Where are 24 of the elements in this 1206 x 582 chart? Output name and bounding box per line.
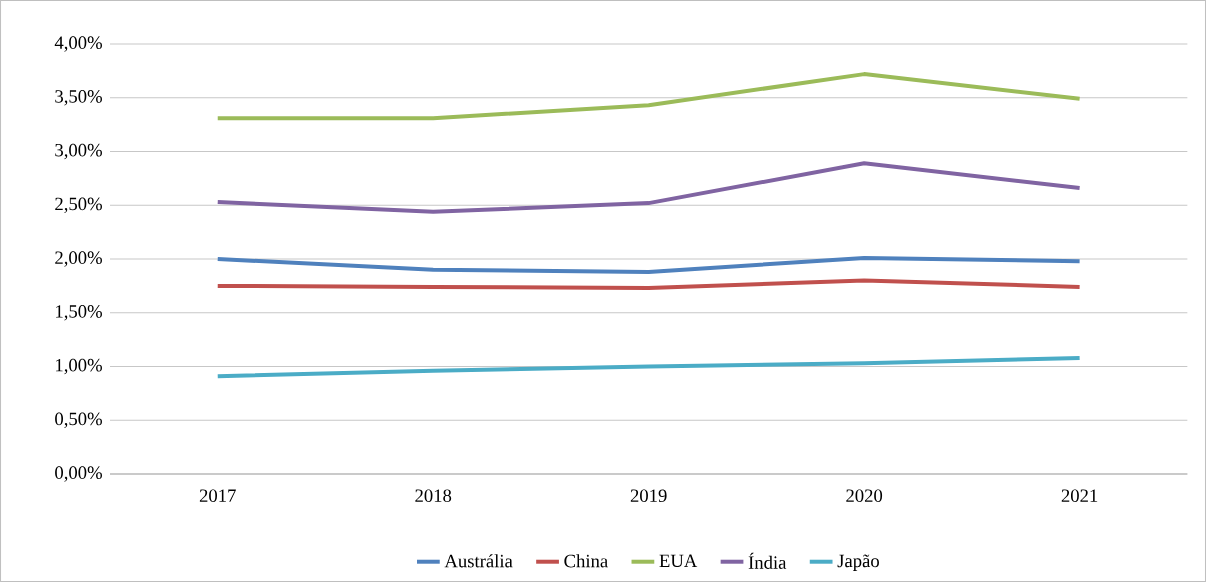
x-tick-label: 2019 xyxy=(630,489,667,502)
y-tick-label: 1,00% xyxy=(56,358,102,375)
line-series xyxy=(215,355,1082,379)
legend-label: Índia xyxy=(748,552,787,569)
line-series xyxy=(215,72,1082,121)
y-tick-label: 3,00% xyxy=(55,143,102,160)
legend-label: Japão xyxy=(837,554,879,571)
line-series xyxy=(215,255,1082,274)
y-tick-label: 2,50% xyxy=(55,197,102,213)
line-series xyxy=(215,278,1082,291)
legend-label: Austrália xyxy=(444,554,513,568)
y-tick-label: 0,50% xyxy=(55,412,102,428)
line-series xyxy=(215,161,1082,214)
x-tick-label: 2020 xyxy=(846,489,883,502)
y-tick-label: 3,50% xyxy=(55,90,102,106)
y-tick-label: 1,50% xyxy=(56,305,102,321)
x-tick-label: 2017 xyxy=(199,489,236,502)
y-tick-label: 0,00% xyxy=(55,466,102,482)
legend-label: China xyxy=(564,554,608,568)
x-tick-label: 2018 xyxy=(415,489,452,502)
legend-label: EUA xyxy=(659,554,698,568)
x-tick-label: 2021 xyxy=(1061,489,1098,502)
y-tick-label: 4,00% xyxy=(54,36,102,52)
y-tick-label: 2,00% xyxy=(55,251,102,267)
